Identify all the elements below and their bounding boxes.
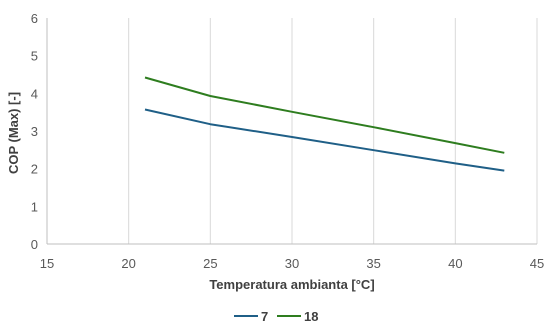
axes [46, 18, 537, 245]
y-tick-label: 4 [31, 86, 38, 101]
series-lines [144, 76, 505, 172]
x-tick-label: 45 [530, 256, 544, 271]
y-tick-label: 0 [31, 237, 38, 252]
legend: 7 18 [234, 309, 318, 324]
y-tick-label: 2 [31, 162, 38, 177]
series-line-18 [144, 76, 505, 154]
y-tick-label: 3 [31, 124, 38, 139]
x-tick-label: 35 [366, 256, 380, 271]
x-tick-label: 20 [121, 256, 135, 271]
y-tick-label: 1 [31, 199, 38, 214]
series-line-7 [144, 108, 505, 172]
x-tick-labels: 15 20 25 30 35 40 45 [40, 256, 544, 271]
x-tick-label: 15 [40, 256, 54, 271]
x-tick-label: 25 [203, 256, 217, 271]
legend-label-18: 18 [304, 309, 318, 324]
x-axis-title: Temperatura ambianta [°C] [209, 277, 374, 292]
vertical-gridlines [128, 18, 538, 244]
y-tick-label: 6 [31, 11, 38, 26]
x-tick-label: 40 [448, 256, 462, 271]
y-tick-labels: 0 1 2 3 4 5 6 [31, 11, 38, 252]
y-axis-title: COP (Max) [-] [6, 92, 21, 174]
legend-label-7: 7 [261, 309, 268, 324]
x-tick-label: 30 [285, 256, 299, 271]
y-tick-label: 5 [31, 49, 38, 64]
